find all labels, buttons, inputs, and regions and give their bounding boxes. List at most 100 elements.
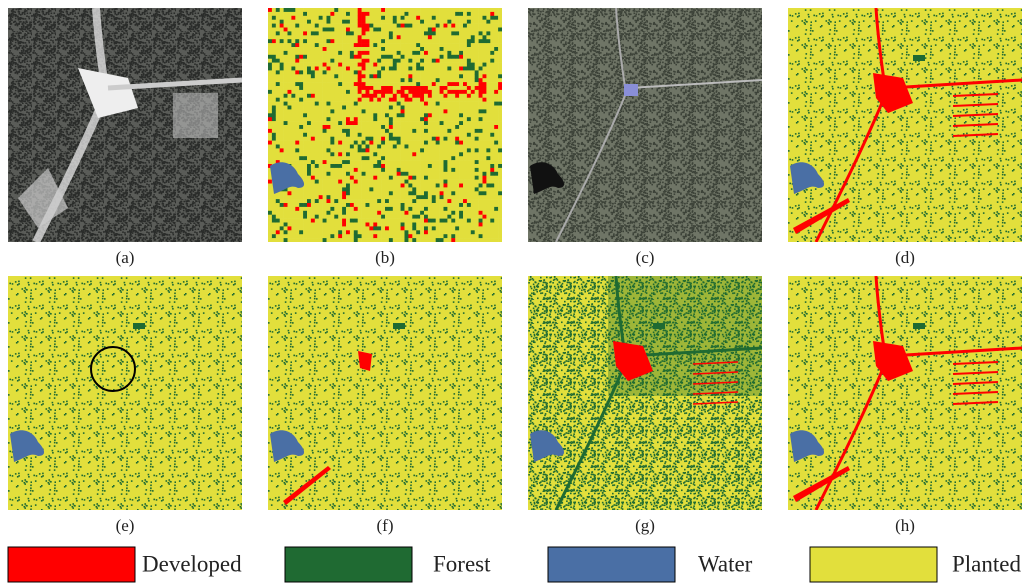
pixel (444, 238, 448, 242)
pixel (358, 133, 362, 137)
pixel (479, 51, 483, 55)
pixel (350, 164, 354, 168)
pixel (405, 90, 409, 94)
pixel (327, 16, 331, 20)
pixel (494, 207, 498, 211)
pixel (408, 8, 412, 12)
pixel (291, 28, 295, 32)
pixel (311, 156, 315, 160)
pixel (276, 98, 280, 102)
pixel (303, 31, 307, 35)
pixel (334, 125, 338, 129)
pixel (401, 176, 405, 180)
pixel (373, 20, 377, 24)
pixel (299, 24, 303, 28)
pixel (440, 145, 444, 149)
pixel (330, 234, 334, 238)
pixel (428, 12, 432, 16)
pixel (428, 31, 432, 35)
pixel (323, 137, 327, 141)
pixel (288, 47, 292, 51)
pixel (405, 82, 409, 86)
pixel (323, 180, 327, 184)
pixel (284, 125, 288, 129)
pixel (288, 109, 292, 113)
pixel (467, 195, 471, 199)
pixel (494, 152, 498, 156)
pixel (311, 106, 315, 110)
pixel (401, 82, 405, 86)
pixel (307, 184, 311, 188)
pixel (420, 176, 424, 180)
pixel (319, 82, 323, 86)
pixel (288, 187, 292, 191)
pixel (338, 137, 342, 141)
pixel (315, 145, 319, 149)
pixel (467, 109, 471, 113)
pixel (486, 28, 490, 32)
pixel (389, 121, 393, 125)
pixel (323, 226, 327, 230)
pixel (327, 31, 331, 35)
panel (788, 276, 1022, 510)
pixel (315, 191, 319, 195)
pixel (486, 226, 490, 230)
pixel (280, 223, 284, 227)
pixel (393, 67, 397, 71)
pixel (268, 219, 272, 223)
pixel (327, 74, 331, 78)
pixel (416, 141, 420, 145)
pixel (280, 148, 284, 152)
pixel (428, 78, 432, 82)
pixel (284, 8, 288, 12)
pixel (412, 12, 416, 16)
pixel (291, 8, 295, 12)
pixel (416, 145, 420, 149)
pixel (498, 223, 502, 227)
pixel (451, 94, 455, 98)
pixel (401, 106, 405, 110)
pixel (408, 133, 412, 137)
pixel (311, 12, 315, 16)
pixel (451, 31, 455, 35)
pixel (362, 187, 366, 191)
pixel (381, 12, 385, 16)
pixel (498, 12, 502, 16)
pixel (381, 106, 385, 110)
pixel (471, 102, 475, 106)
pixel (377, 98, 381, 102)
pixel (346, 78, 350, 82)
pixel (350, 67, 354, 71)
pixel (475, 211, 479, 215)
pixel (389, 43, 393, 47)
pixel (268, 125, 272, 129)
pixel (463, 67, 467, 71)
pixel (389, 203, 393, 207)
pixel (330, 223, 334, 227)
pixel (447, 164, 451, 168)
pixel (288, 106, 292, 110)
pixel (483, 195, 487, 199)
pixel (451, 199, 455, 203)
pixel (412, 125, 416, 129)
pixel (447, 55, 451, 59)
pixel (268, 223, 272, 227)
pixel (377, 180, 381, 184)
pixel (330, 113, 334, 117)
pixel (475, 203, 479, 207)
pixel (350, 234, 354, 238)
pixel (338, 121, 342, 125)
pixel (479, 145, 483, 149)
pixel (303, 12, 307, 16)
pixel (299, 226, 303, 230)
pixel (436, 172, 440, 176)
pixel (428, 156, 432, 160)
pixel (463, 117, 467, 121)
pixel (412, 24, 416, 28)
pixel (315, 184, 319, 188)
pixel (311, 16, 315, 20)
pixel (451, 172, 455, 176)
pixel (459, 74, 463, 78)
pixel (389, 145, 393, 149)
pixel (479, 43, 483, 47)
